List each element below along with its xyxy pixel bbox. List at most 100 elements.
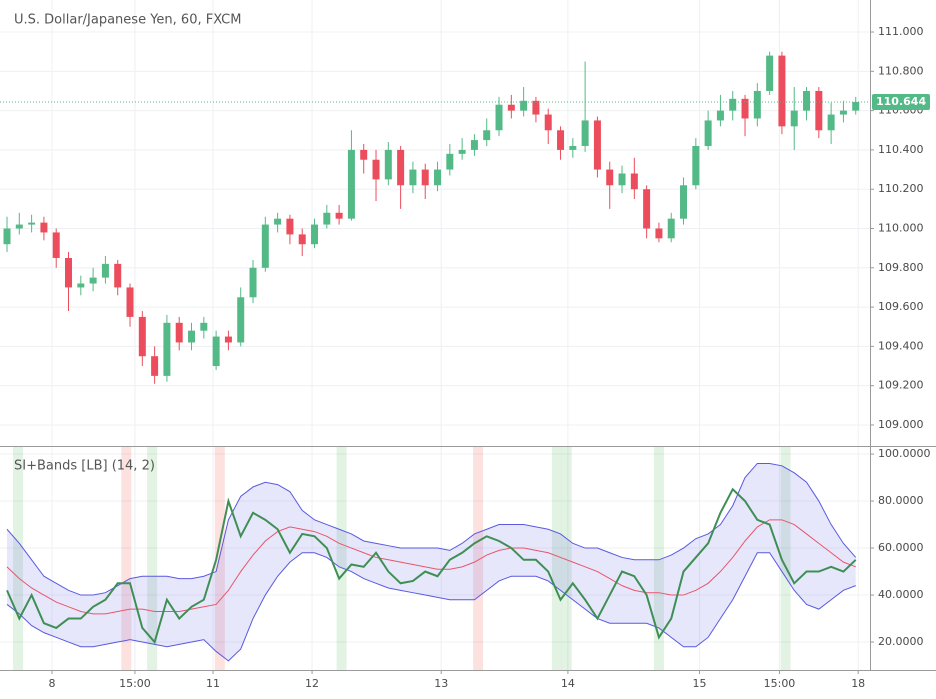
candle-body xyxy=(704,120,712,146)
candle-body xyxy=(815,90,823,131)
candle-body xyxy=(569,145,577,150)
candle-body xyxy=(766,55,774,91)
candle-body xyxy=(101,263,109,278)
x-tick-label: 13 xyxy=(434,677,448,690)
candle-body xyxy=(581,120,589,146)
x-tick-label: 14 xyxy=(561,677,575,690)
candle-body xyxy=(495,104,503,131)
x-tick-label: 8 xyxy=(49,677,56,690)
candle-body xyxy=(630,173,638,190)
candle-body xyxy=(188,330,196,343)
candle-body xyxy=(470,140,478,150)
candle-body xyxy=(114,263,122,288)
candle-body xyxy=(151,356,159,376)
candle-body xyxy=(323,212,331,225)
candle-body xyxy=(224,336,232,343)
candle-body xyxy=(778,55,786,127)
candle-body xyxy=(618,173,626,186)
candle-body xyxy=(593,120,601,170)
candle-body xyxy=(249,267,257,298)
y-tick-label: 109.400 xyxy=(878,339,924,352)
y-tick-label: 80.0000 xyxy=(878,494,924,507)
indicator-title: SI+Bands [LB] (14, 2) xyxy=(14,459,155,474)
candle-body xyxy=(360,149,368,160)
band-line xyxy=(6,519,856,615)
signal-highlight xyxy=(147,447,158,670)
candle-body xyxy=(237,297,245,343)
x-tick-label: 18 xyxy=(851,677,865,690)
candle-body xyxy=(557,130,565,150)
candle-body xyxy=(520,100,528,111)
candle-body xyxy=(753,90,761,119)
y-tick-label: 109.600 xyxy=(878,300,924,313)
candle-body xyxy=(434,169,442,186)
candle-body xyxy=(667,218,675,239)
y-tick-label: 110.800 xyxy=(878,64,924,77)
y-tick-label: 20.0000 xyxy=(878,635,924,648)
candle-body xyxy=(347,149,355,219)
candle-body xyxy=(409,169,417,186)
candle-body xyxy=(384,149,392,180)
candle-body xyxy=(507,104,515,111)
last-price-label: 110.644 xyxy=(876,95,926,108)
signal-highlight xyxy=(551,447,562,670)
candle-body xyxy=(77,283,85,288)
candle-body xyxy=(483,130,491,141)
signal-highlight xyxy=(214,447,225,670)
candle-body xyxy=(40,222,48,233)
candle-body xyxy=(852,101,860,111)
candle-body xyxy=(52,232,60,258)
candle-body xyxy=(741,98,749,119)
candle-body xyxy=(790,110,798,127)
candle-body xyxy=(15,224,23,229)
signal-highlight xyxy=(780,447,791,670)
candle-body xyxy=(200,322,208,331)
x-tick-label: 15:00 xyxy=(764,677,796,690)
candle-body xyxy=(827,114,835,131)
candle-body xyxy=(212,336,220,367)
candle-body xyxy=(335,212,343,219)
candle-body xyxy=(3,228,11,245)
candle-body xyxy=(138,316,146,357)
signal-highlight xyxy=(336,447,347,670)
candle-body xyxy=(729,98,737,111)
signal-highlight xyxy=(121,447,132,670)
x-tick-label: 15:00 xyxy=(119,677,151,690)
candle-body xyxy=(286,218,294,235)
y-tick-label: 109.200 xyxy=(878,379,924,392)
signal-highlight xyxy=(13,447,24,670)
candle-body xyxy=(446,153,454,170)
y-tick-label: 60.0000 xyxy=(878,541,924,554)
candle-body xyxy=(421,169,429,186)
chart-title: U.S. Dollar/Japanese Yen, 60, FXCM xyxy=(14,13,241,28)
y-tick-label: 110.000 xyxy=(878,222,924,235)
candle-body xyxy=(839,110,847,115)
x-tick-label: 15 xyxy=(693,677,707,690)
y-tick-label: 109.000 xyxy=(878,418,924,431)
candle-body xyxy=(692,145,700,186)
candle-body xyxy=(397,149,405,186)
candle-body xyxy=(458,149,466,154)
y-tick-label: 40.0000 xyxy=(878,588,924,601)
y-tick-label: 109.800 xyxy=(878,261,924,274)
x-tick-label: 11 xyxy=(206,677,220,690)
candle-body xyxy=(655,228,663,239)
candle-body xyxy=(126,287,134,317)
candle-body xyxy=(311,224,319,245)
last-price-box xyxy=(872,93,930,110)
x-tick-label: 12 xyxy=(305,677,319,690)
candle-body xyxy=(175,322,183,343)
signal-highlight xyxy=(561,447,572,670)
candle-body xyxy=(643,189,651,229)
signal-highlight xyxy=(653,447,664,670)
candle-body xyxy=(532,100,540,115)
candle-body xyxy=(28,222,36,225)
candle-body xyxy=(89,277,97,284)
candle-body xyxy=(680,185,688,219)
candle-body xyxy=(716,110,724,121)
candle-body xyxy=(606,169,614,186)
candle-body xyxy=(298,234,306,245)
band-line xyxy=(6,552,856,662)
